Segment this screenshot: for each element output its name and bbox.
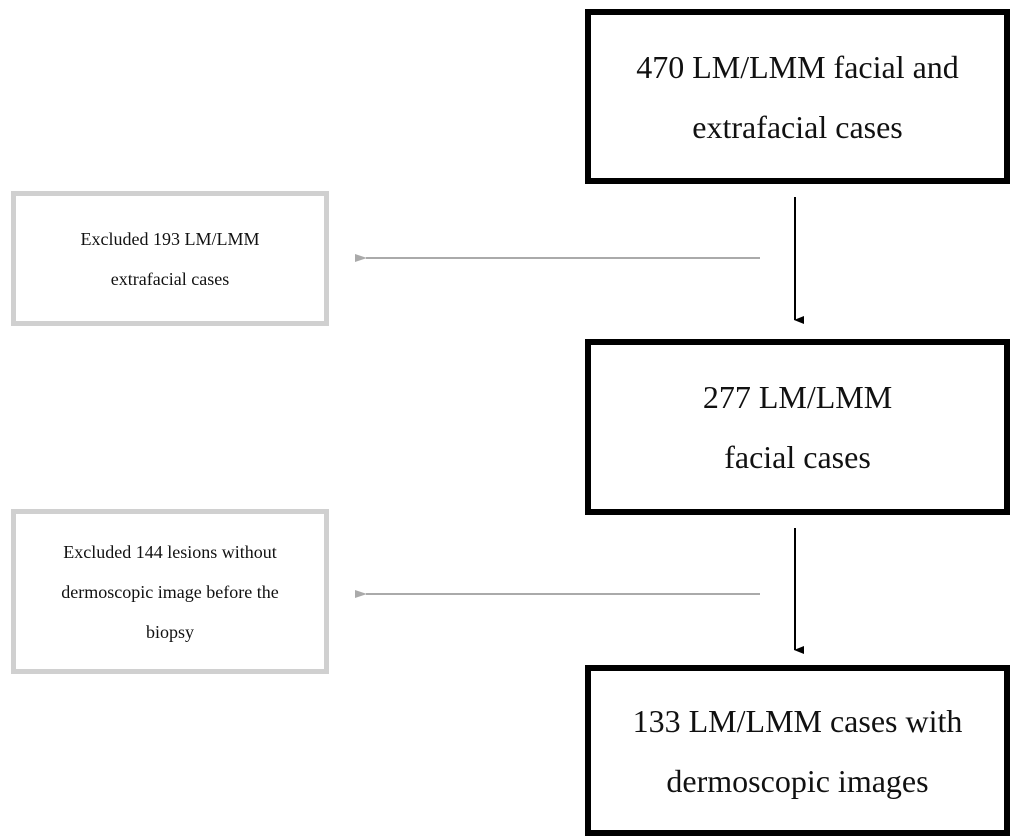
- box-text: facial cases: [724, 439, 871, 475]
- box-text: dermoscopic images: [666, 762, 929, 799]
- box-text: 277 LM/LMM: [702, 379, 893, 415]
- box-text: extrafacial cases: [692, 108, 903, 145]
- main-box: 470 LM/LMM facial and extrafacial cases: [585, 9, 1010, 184]
- exclusion-box: Excluded 193 LM/LMM extrafacial cases: [11, 191, 329, 326]
- exclusion-box: Excluded 144 lesions without dermoscopic…: [11, 509, 329, 674]
- main-box: 277 LM/LMM facial cases: [585, 339, 1010, 515]
- main-box: 133 LM/LMM cases with dermoscopic images: [585, 665, 1010, 836]
- box-text: Excluded 144 lesions without: [63, 541, 277, 562]
- box-text: biopsy: [145, 621, 194, 642]
- box-text: extrafacial cases: [110, 268, 230, 289]
- box-text: 470 LM/LMM facial and: [636, 48, 959, 85]
- box-text: dermoscopic image before the: [61, 581, 279, 602]
- box-text: 133 LM/LMM cases with: [632, 702, 963, 739]
- box-text: Excluded 193 LM/LMM: [80, 228, 260, 249]
